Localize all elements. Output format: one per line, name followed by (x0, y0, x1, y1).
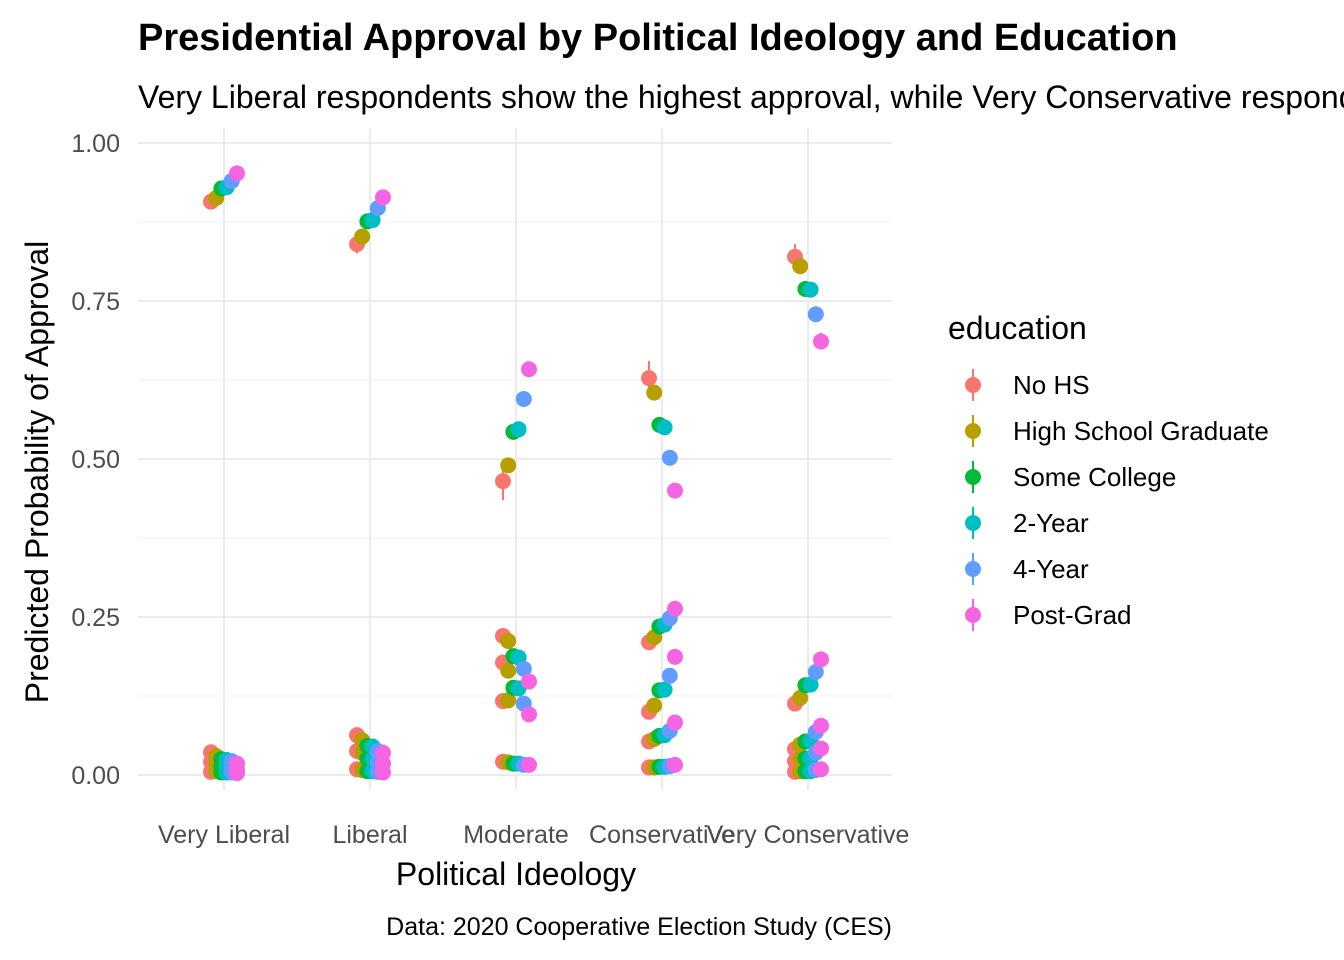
data-point (667, 482, 683, 499)
data-point (667, 600, 683, 617)
x-tick-label: Very Liberal (158, 821, 290, 849)
data-point (813, 333, 829, 350)
data-point (646, 697, 663, 714)
data-point (500, 662, 517, 679)
x-axis-title: Political Ideology (396, 856, 636, 892)
data-point (656, 681, 673, 698)
data-point (661, 667, 678, 684)
legend-key-dot (965, 607, 981, 623)
legend-key-dot (965, 561, 981, 577)
y-tick-label: 0.75 (71, 288, 120, 316)
data-point (229, 765, 245, 782)
data-point (667, 756, 683, 773)
data-point (807, 663, 824, 680)
legend-label: Some College (1013, 462, 1176, 492)
x-tick-label: Moderate (463, 821, 569, 849)
legend-key-dot (965, 423, 981, 439)
data-point (521, 361, 537, 378)
legend-label: 2-Year (1013, 508, 1089, 538)
data-point (515, 660, 532, 677)
y-tick-label: 0.25 (71, 604, 120, 632)
legend: No HS High School Graduate Some College 2-Y… (965, 369, 1269, 631)
legend-label: No HS (1013, 370, 1090, 400)
data-point (802, 676, 819, 693)
data-point (375, 764, 391, 781)
data-point (792, 689, 809, 706)
data-point (813, 761, 829, 778)
data-point (641, 370, 657, 387)
data-point (229, 165, 245, 182)
legend-key-dot (965, 377, 981, 393)
legend-key-dot (965, 469, 981, 485)
data-point (667, 714, 683, 731)
data-point (807, 306, 824, 323)
legend-title: education (948, 310, 1087, 346)
data-point (813, 717, 829, 734)
y-axis-ticks: 0.00 0.25 0.50 0.75 1.00 (71, 130, 120, 790)
y-axis-title: Predicted Probability of Approval (19, 241, 55, 703)
data-point (510, 421, 527, 438)
data-point (661, 449, 678, 466)
data-point (515, 390, 532, 407)
data-point (521, 756, 537, 773)
data-point (354, 228, 371, 245)
grid-lines (138, 128, 892, 790)
data-point (364, 212, 381, 229)
data-point (813, 651, 829, 668)
data-point (521, 706, 537, 723)
caption: Data: 2020 Cooperative Election Study (C… (386, 913, 892, 941)
data-point (813, 740, 829, 757)
data-point (667, 648, 683, 665)
y-tick-label: 0.50 (71, 446, 120, 474)
data-point (500, 692, 517, 709)
legend-label: 4-Year (1013, 554, 1089, 584)
data-point (500, 457, 517, 474)
x-tick-label: Very Conservative (707, 821, 910, 849)
data-points (203, 165, 829, 782)
data-point (500, 633, 517, 650)
data-point (656, 419, 673, 436)
x-axis-ticks: Very Liberal Liberal Moderate ConservativeV… (158, 821, 909, 849)
data-point (792, 258, 809, 275)
y-tick-label: 0.00 (71, 762, 120, 790)
x-tick-label: Liberal (332, 821, 407, 849)
data-point (521, 673, 537, 690)
data-point (375, 189, 391, 206)
legend-key-dot (965, 515, 981, 531)
y-tick-label: 1.00 (71, 130, 120, 158)
x-tick-label: Conservative (589, 821, 735, 849)
data-point (802, 281, 819, 298)
chart-subtitle: Very Liberal respondents show the highes… (138, 79, 1344, 115)
legend-label: High School Graduate (1013, 416, 1269, 446)
data-point (495, 473, 511, 490)
legend-label: Post-Grad (1013, 600, 1132, 630)
chart-title: Presidential Approval by Political Ideol… (138, 17, 1178, 59)
data-point (646, 384, 663, 401)
